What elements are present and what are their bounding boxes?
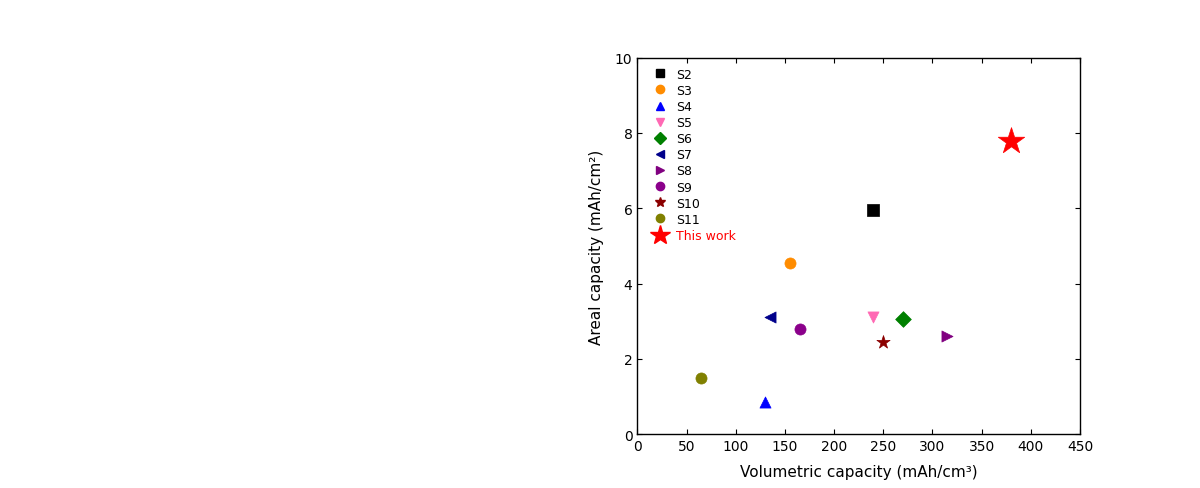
Legend: S2, S3, S4, S5, S6, S7, S8, S9, S10, S11, This work: S2, S3, S4, S5, S6, S7, S8, S9, S10, S11…: [643, 65, 739, 246]
S7: [761, 314, 780, 322]
S4: [756, 399, 775, 407]
S6: [893, 316, 912, 324]
S5: [864, 314, 883, 322]
S8: [937, 333, 956, 341]
S10: [874, 338, 893, 346]
S2: [864, 207, 883, 215]
S3: [780, 260, 799, 267]
Y-axis label: Areal capacity (mAh/cm²): Areal capacity (mAh/cm²): [589, 149, 604, 344]
X-axis label: Volumetric capacity (mAh/cm³): Volumetric capacity (mAh/cm³): [740, 464, 978, 479]
S9: [790, 325, 809, 333]
S11: [691, 374, 710, 382]
This work: [1002, 137, 1021, 145]
